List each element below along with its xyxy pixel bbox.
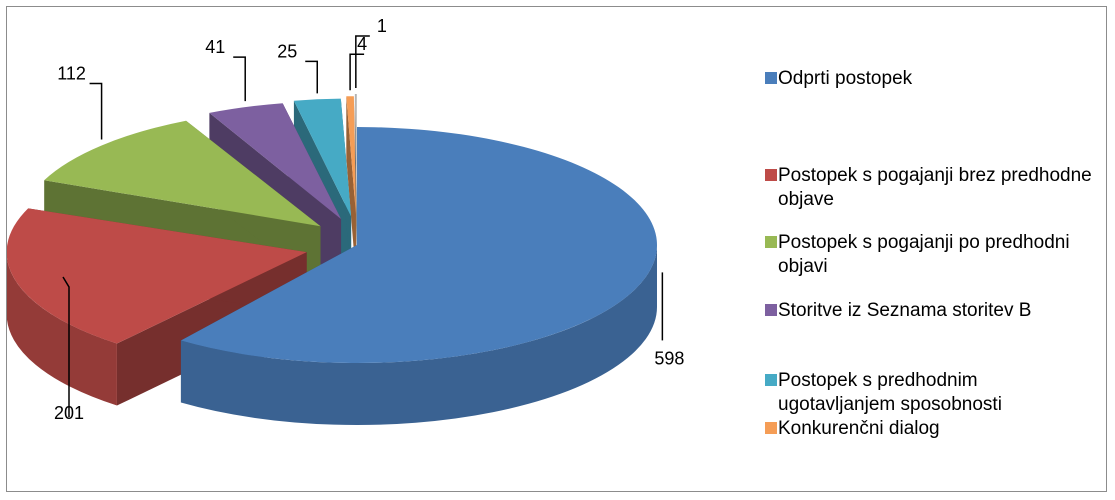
slice-side-wall [354,94,357,275]
chart-area: 598 201 112 41 25 4 1 Odprti postopek Postopek… [6,6,1107,492]
slice-top-face [354,94,357,213]
legend-swatch [765,374,777,386]
data-labels-layer: 598 201 112 41 25 41 [54,16,684,423]
slice-ostalo [354,94,357,275]
slice-top-face [209,103,342,219]
legend-item-predhodno-ugotavljanje: Postopek s predhodnim ugotavljanjem spos… [765,369,1098,417]
leader-line [305,60,318,94]
slice-outer-side [7,257,117,406]
label-pogajanja-po-objavi: 112 [57,64,86,84]
legend-label: Odprti postopek [778,68,913,89]
slice-outer-side [180,245,657,425]
legend-item-konkurencni-dialog: Konkurenčni dialog [765,417,1098,441]
legend-swatch [765,236,777,248]
slice-top-face [180,127,658,363]
slice-odprti-postopek [180,127,658,425]
label-konkurencni-dialog: 4 [357,34,367,54]
label-predhodno-ugotavljanje: 25 [277,41,297,61]
legend-swatch [765,169,777,181]
legend-label: Storitve iz Seznama storitev B [778,300,1032,321]
legend-item-odprti-postopek: Odprti postopek [765,67,1098,91]
legend-swatch [765,304,777,316]
leader-line [233,56,246,102]
legend-item-pogajanja-po-objavi: Postopek s pogajanji po predhodni objavi [765,231,1098,279]
legend-label: Postopek s predhodnim ugotavljanjem spos… [778,370,1002,415]
legend-swatch [765,72,777,84]
slice-top-face [7,208,307,344]
leader-line [349,53,365,91]
legend-item-pogajanja-brez-objave: Postopek s pogajanji brez predhodne obja… [765,164,1098,212]
legend-label: Konkurenčni dialog [778,418,940,439]
legend-swatch [765,422,777,434]
legend-label: Postopek s pogajanji brez predhodne obja… [778,165,1092,210]
label-odprti-postopek: 598 [654,348,684,368]
label-ostalo: 1 [377,16,387,36]
label-storitve-seznam-b: 41 [205,37,225,57]
slice-side-wall [346,96,356,277]
pie-chart: 598 201 112 41 25 41 [7,16,684,425]
leader-line [355,35,370,89]
legend-item-storitve-seznam-b: Storitve iz Seznama storitev B [765,299,1098,323]
slice-top-face [346,96,356,215]
slices-layer [7,94,658,425]
leader-line [62,276,70,417]
label-pogajanja-brez-objave: 201 [54,403,84,423]
legend-label: Postopek s pogajanji po predhodni objavi [778,232,1070,277]
slice-konkurencni-dialog [346,96,356,277]
slice-top-face [44,120,321,227]
leader-line [89,82,103,140]
slice-top-face [293,98,352,217]
